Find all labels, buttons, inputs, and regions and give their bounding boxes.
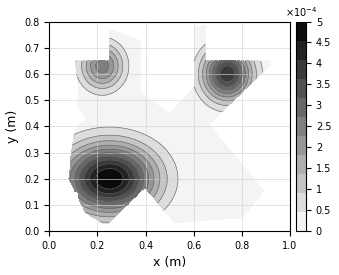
Y-axis label: y (m): y (m) — [5, 110, 19, 143]
X-axis label: x (m): x (m) — [153, 257, 186, 269]
Title: $\times10^{-4}$: $\times10^{-4}$ — [285, 6, 317, 19]
